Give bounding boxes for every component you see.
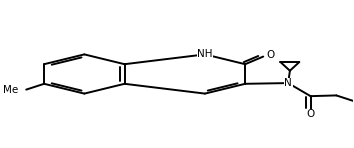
- Text: O: O: [307, 109, 315, 119]
- Text: N: N: [284, 78, 292, 88]
- Text: NH: NH: [197, 49, 213, 59]
- Text: Me: Me: [4, 85, 19, 95]
- Text: O: O: [267, 50, 275, 60]
